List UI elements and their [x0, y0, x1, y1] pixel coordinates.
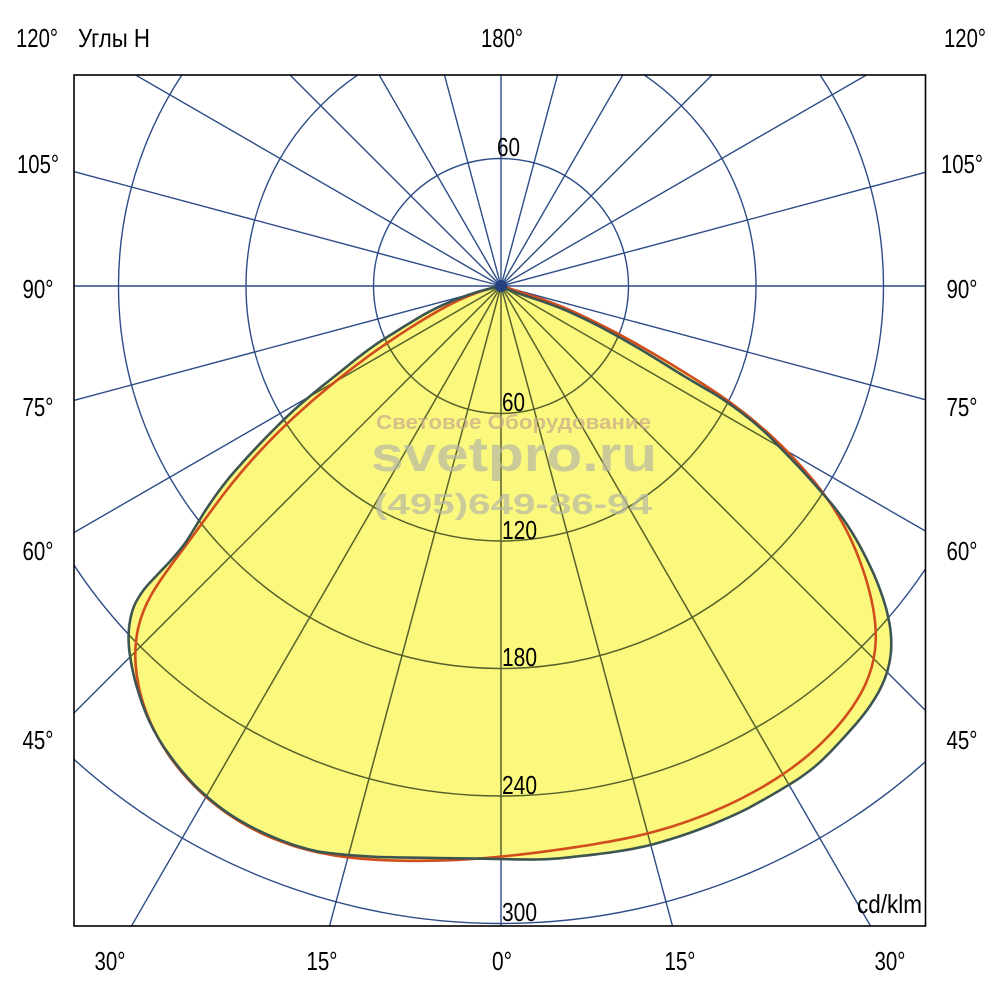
- svg-text:cd/klm: cd/klm: [857, 889, 922, 919]
- svg-text:120°: 120°: [944, 23, 986, 53]
- svg-text:15°: 15°: [307, 946, 338, 976]
- svg-text:90°: 90°: [23, 274, 54, 304]
- svg-text:60°: 60°: [947, 536, 978, 566]
- svg-text:180: 180: [502, 642, 537, 672]
- svg-text:0°: 0°: [492, 946, 512, 976]
- svg-text:30°: 30°: [875, 946, 906, 976]
- svg-text:75°: 75°: [23, 392, 54, 422]
- svg-text:60: 60: [502, 387, 525, 417]
- svg-text:45°: 45°: [947, 725, 978, 755]
- svg-text:120: 120: [502, 515, 537, 545]
- svg-text:15°: 15°: [665, 946, 696, 976]
- svg-text:120°: 120°: [16, 23, 58, 53]
- svg-text:75°: 75°: [947, 392, 978, 422]
- svg-text:180°: 180°: [481, 23, 523, 53]
- svg-text:Световое Оборудование: Световое Оборудование: [376, 412, 651, 434]
- svg-text:(495)649-86-94: (495)649-86-94: [374, 489, 652, 521]
- svg-text:240: 240: [502, 770, 537, 800]
- svg-text:90°: 90°: [947, 274, 978, 304]
- svg-text:Углы Н: Углы Н: [78, 23, 150, 53]
- svg-text:105°: 105°: [17, 149, 59, 179]
- svg-text:60: 60: [497, 132, 520, 162]
- svg-text:svetpro.ru: svetpro.ru: [371, 428, 657, 482]
- svg-text:45°: 45°: [23, 725, 54, 755]
- svg-text:300: 300: [502, 897, 537, 927]
- svg-text:60°: 60°: [23, 536, 54, 566]
- svg-text:30°: 30°: [95, 946, 126, 976]
- svg-text:105°: 105°: [941, 149, 983, 179]
